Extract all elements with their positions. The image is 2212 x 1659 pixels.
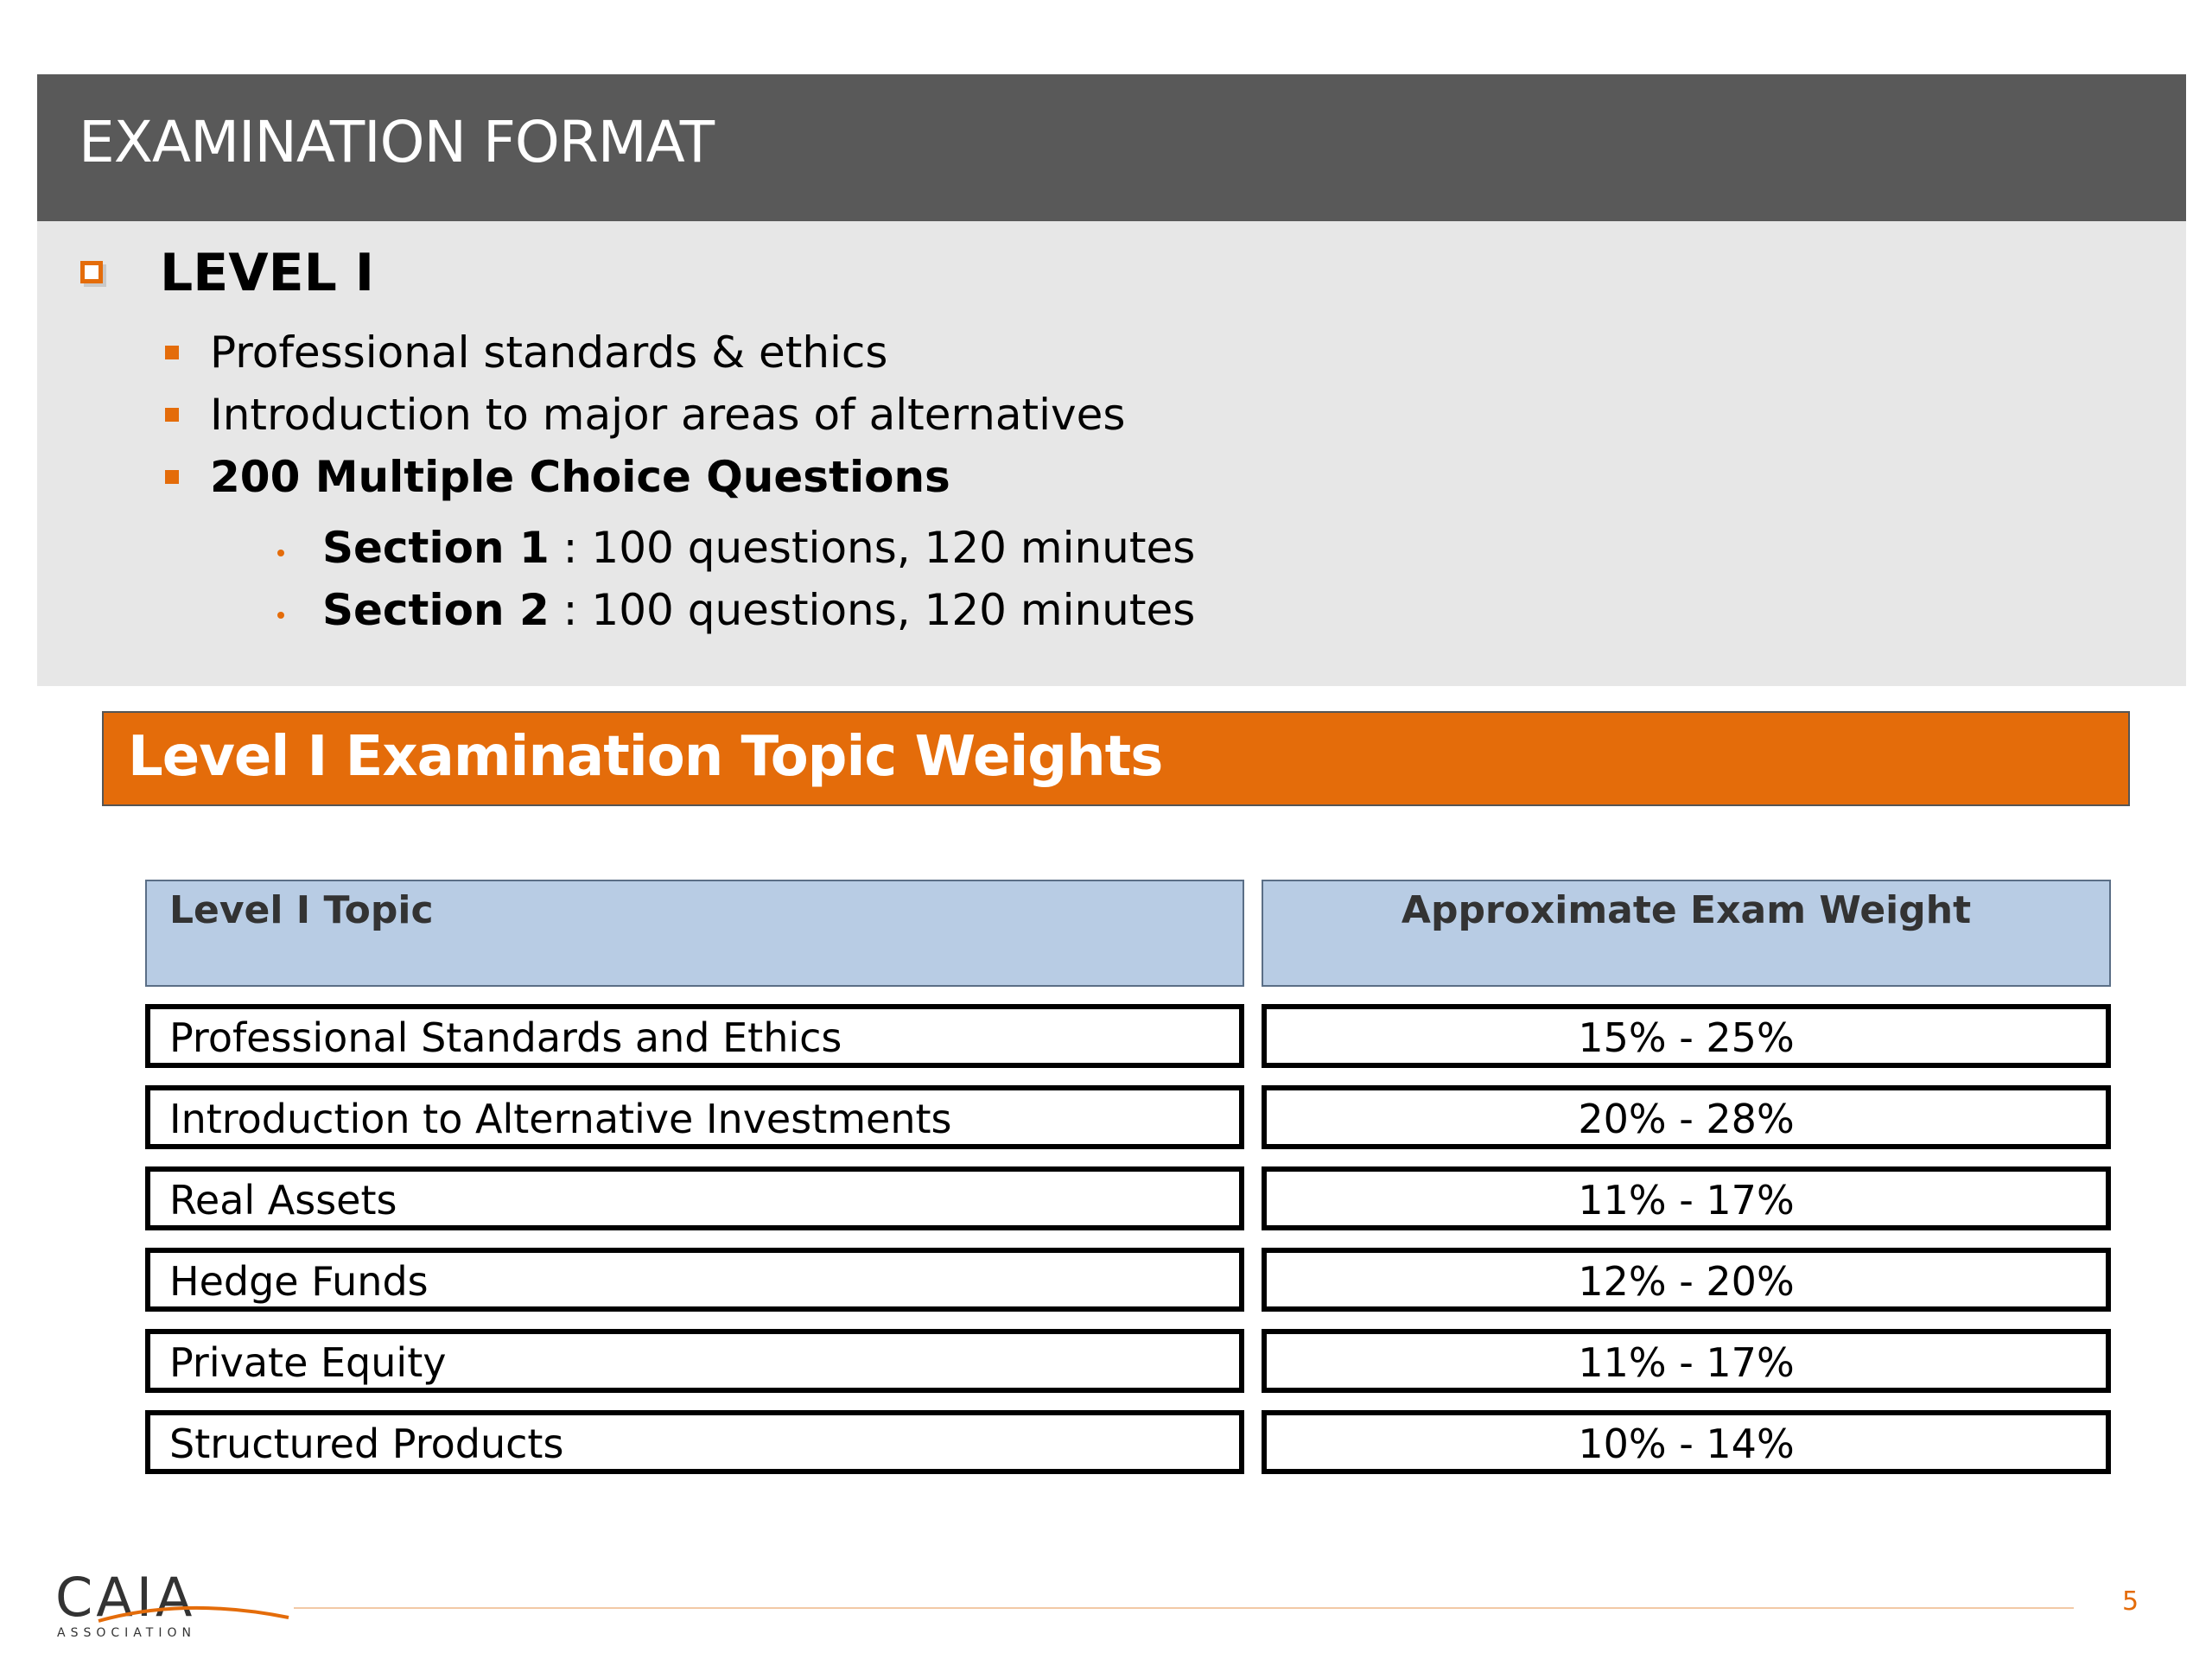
level-content-panel: LEVEL I Professional standards & ethics …: [37, 221, 2186, 686]
table-row-weight: 11% - 17%: [1262, 1166, 2111, 1230]
weight-cell-text: 15% - 25%: [1578, 1014, 1795, 1061]
table-row-topic: Private Equity: [145, 1329, 1244, 1393]
table-row-weight: 11% - 17%: [1262, 1329, 2111, 1393]
topic-cell-text: Private Equity: [169, 1339, 447, 1386]
topic-cell-text: Introduction to Alternative Investments: [169, 1096, 952, 1142]
topic-cell-text: Professional Standards and Ethics: [169, 1014, 842, 1061]
table-row-weight: 20% - 28%: [1262, 1085, 2111, 1149]
table-header-weight-label: Approximate Exam Weight: [1401, 888, 1972, 932]
weight-cell-text: 11% - 17%: [1578, 1177, 1795, 1224]
table-row-topic: Real Assets: [145, 1166, 1244, 1230]
square-bullet-icon: [165, 346, 179, 359]
dot-bullet-icon: [277, 612, 284, 619]
weight-cell-text: 10% - 14%: [1578, 1421, 1795, 1467]
logo-subtext: ASSOCIATION: [57, 1626, 196, 1640]
slide-title: EXAMINATION FORMAT: [79, 109, 715, 175]
table-row-weight: 15% - 25%: [1262, 1004, 2111, 1068]
dot-bullet-icon: [277, 550, 284, 556]
section-1-label: Section 1: [322, 523, 550, 573]
caia-logo: CAIA ASSOCIATION: [55, 1571, 289, 1640]
table-row-topic: Hedge Funds: [145, 1248, 1244, 1312]
square-bullet-icon: [165, 408, 179, 422]
weight-cell-text: 20% - 28%: [1578, 1096, 1795, 1142]
table-row-topic: Structured Products: [145, 1410, 1244, 1474]
bullet-alternatives: Introduction to major areas of alternati…: [210, 390, 1126, 440]
table-row-weight: 12% - 20%: [1262, 1248, 2111, 1312]
section-1-detail: : 100 questions, 120 minutes: [549, 523, 1196, 573]
table-row-weight: 10% - 14%: [1262, 1410, 2111, 1474]
table-header-topic-label: Level I Topic: [169, 888, 434, 932]
topic-weights-title: Level I Examination Topic Weights: [128, 725, 1163, 789]
topic-cell-text: Hedge Funds: [169, 1258, 429, 1305]
bullet-ethics: Professional standards & ethics: [210, 327, 888, 378]
square-bullet-icon: [165, 470, 179, 484]
section-2-detail: : 100 questions, 120 minutes: [549, 585, 1196, 635]
weight-cell-text: 11% - 17%: [1578, 1339, 1795, 1386]
topic-cell-text: Real Assets: [169, 1177, 397, 1224]
footer-divider: [294, 1607, 2074, 1609]
section-2-item: Section 2 : 100 questions, 120 minutes: [322, 584, 1195, 636]
slide-header: EXAMINATION FORMAT: [37, 74, 2186, 221]
level-heading: LEVEL I: [160, 243, 375, 303]
topic-weights-banner: Level I Examination Topic Weights: [102, 711, 2130, 806]
page-number: 5: [2122, 1586, 2139, 1617]
logo-swoosh-icon: [98, 1605, 289, 1623]
topic-cell-text: Structured Products: [169, 1421, 564, 1467]
hollow-square-bullet-icon: [80, 261, 103, 283]
table-row-topic: Professional Standards and Ethics: [145, 1004, 1244, 1068]
table-header-topic: Level I Topic: [145, 880, 1244, 987]
table-header-weight: Approximate Exam Weight: [1262, 880, 2111, 987]
table-row-topic: Introduction to Alternative Investments: [145, 1085, 1244, 1149]
bullet-question-count: 200 Multiple Choice Questions: [210, 452, 950, 502]
section-1-item: Section 1 : 100 questions, 120 minutes: [322, 522, 1195, 574]
section-2-label: Section 2: [322, 585, 550, 635]
weight-cell-text: 12% - 20%: [1578, 1258, 1795, 1305]
